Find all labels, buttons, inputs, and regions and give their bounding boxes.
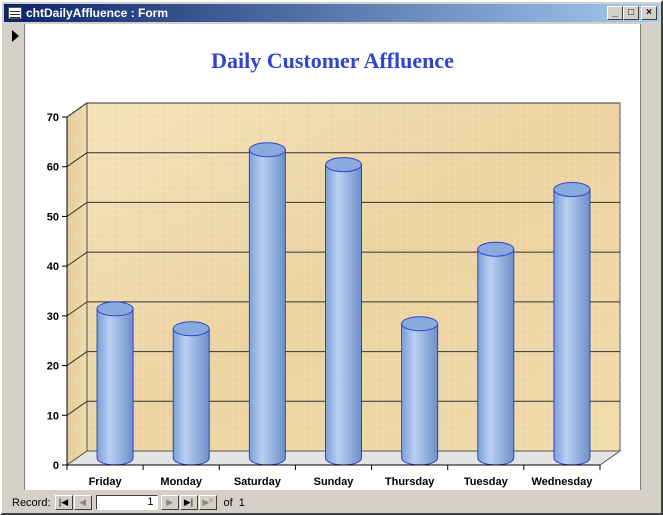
of-label: of <box>223 496 233 509</box>
minimize-button[interactable]: _ <box>607 6 623 20</box>
y-tick-label: 0 <box>53 460 59 472</box>
bar-body <box>96 308 134 466</box>
y-tick-label: 40 <box>47 261 59 273</box>
bar-body <box>477 248 515 466</box>
side-gridline <box>66 202 88 217</box>
previous-record-icon: ◀ <box>79 497 86 507</box>
x-axis: Friday Monday Saturday Sunday Thursday Tuesda… <box>66 464 601 488</box>
side-gridline <box>66 351 88 366</box>
bar-top <box>248 142 286 158</box>
bar-body <box>553 189 591 466</box>
next-record-button[interactable]: ▶ <box>160 495 179 510</box>
x-tick-label: Friday <box>89 476 123 488</box>
bar-top <box>401 316 439 332</box>
x-tick-label: Saturday <box>234 476 282 488</box>
y-tick-label: 50 <box>47 211 59 223</box>
x-tick-label: Tuesday <box>464 476 509 488</box>
x-tick-label: Thursday <box>385 476 435 488</box>
new-record-icon: ▶* <box>202 497 213 507</box>
bar-wednesday <box>553 182 591 466</box>
maximize-icon: □ <box>627 7 635 18</box>
bar-top <box>172 321 210 337</box>
bar-top <box>553 182 591 198</box>
last-record-button[interactable]: ▶| <box>179 495 198 510</box>
bar-thursday <box>401 316 439 466</box>
bar-top <box>477 241 515 257</box>
window-title: chtDailyAffluence : Form <box>26 6 169 20</box>
current-record-arrow-icon <box>12 30 19 42</box>
previous-record-button[interactable]: ◀ <box>73 495 92 510</box>
maximize-button[interactable]: □ <box>623 6 639 20</box>
record-selector[interactable] <box>4 24 25 490</box>
vertical-scrollbar[interactable] <box>640 24 660 490</box>
y-tick-label: 30 <box>47 311 59 323</box>
record-label: Record: <box>12 496 51 509</box>
window-controls: _ □ × <box>607 6 657 20</box>
bar-body <box>248 149 286 466</box>
bar-top <box>96 301 134 317</box>
title-bar[interactable]: chtDailyAffluence : Form _ □ × <box>4 4 659 22</box>
bar-saturday <box>248 142 286 466</box>
chart-side-wall-texture <box>67 103 87 465</box>
y-tick-label: 20 <box>47 361 59 373</box>
first-record-button[interactable]: |◀ <box>54 495 73 510</box>
last-record-icon: ▶| <box>183 497 194 507</box>
x-tick-label: Monday <box>160 476 202 488</box>
new-record-button[interactable]: ▶* <box>198 495 217 510</box>
next-record-icon: ▶ <box>166 497 173 507</box>
bar-tuesday <box>477 241 515 466</box>
chart-title: Daily Customer Affluence <box>211 48 454 73</box>
record-count: 1 <box>238 496 245 509</box>
close-button[interactable]: × <box>641 6 657 20</box>
x-tick-label: Sunday <box>314 476 355 488</box>
close-icon: × <box>646 7 652 18</box>
bar-body <box>401 323 439 466</box>
chart-area: Daily Customer Affluence <box>25 24 640 490</box>
y-tick-label: 70 <box>47 112 59 124</box>
side-gridline <box>66 152 88 168</box>
form-icon[interactable] <box>8 7 22 19</box>
y-axis: 0 10 20 30 40 50 60 70 <box>47 112 68 472</box>
side-gridline <box>66 400 88 416</box>
bar-sunday <box>325 157 362 466</box>
bar-body <box>172 328 210 466</box>
bar-top <box>325 157 362 173</box>
minimize-icon: _ <box>612 7 618 18</box>
side-gridline <box>66 301 88 317</box>
record-navigation-bar: Record: |◀ ◀ 1 ▶ ▶| ▶* of 1 <box>4 492 659 513</box>
y-tick-label: 10 <box>47 410 59 422</box>
side-gridline <box>66 102 88 118</box>
current-record-field[interactable]: 1 <box>95 495 158 510</box>
first-record-icon: |◀ <box>58 497 69 507</box>
side-gridline <box>66 251 88 267</box>
chart-bars <box>96 142 591 466</box>
bar-body <box>325 164 362 466</box>
bar-chart: 0 10 20 30 40 50 60 70 Friday Monday Saturday Sund… <box>47 102 622 488</box>
y-tick-label: 60 <box>47 162 59 174</box>
bar-friday <box>96 301 134 466</box>
x-tick-label: Wednesday <box>531 476 593 488</box>
bar-monday <box>172 321 210 466</box>
